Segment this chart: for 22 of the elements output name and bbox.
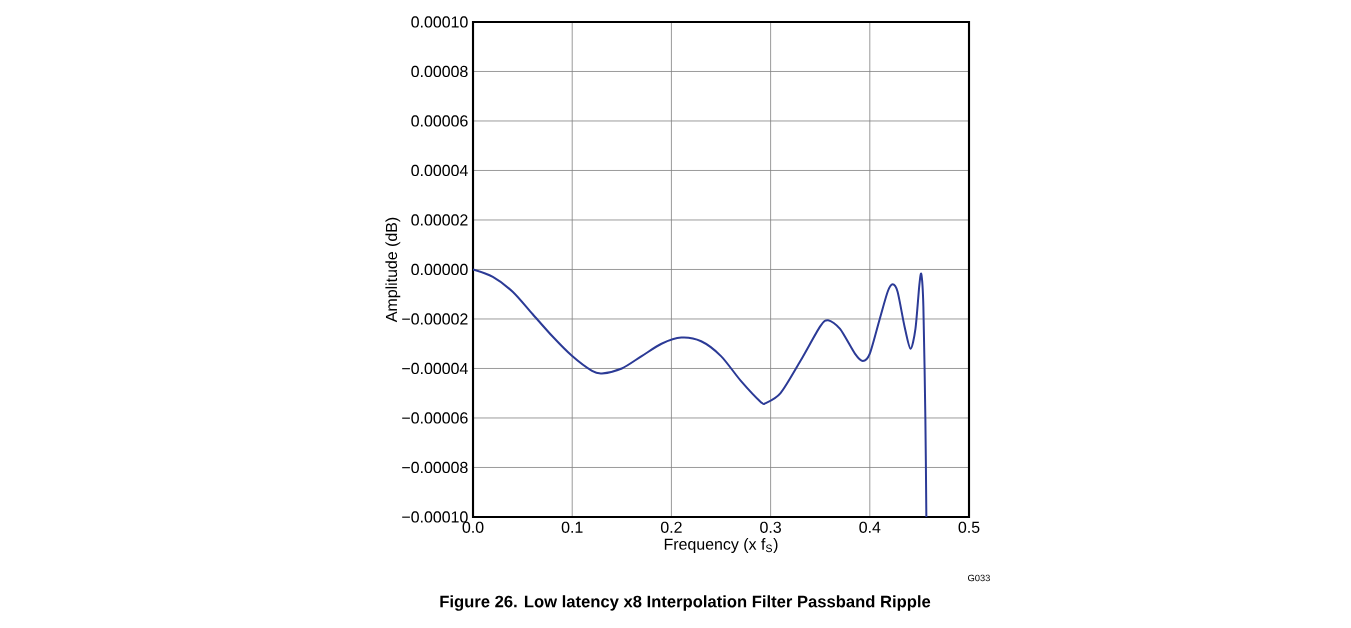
y-tick-label: −0.00010 — [402, 511, 468, 523]
y-tick-label: 0.00008 — [411, 65, 468, 78]
y-tick-label: −0.00004 — [402, 362, 468, 375]
y-tick-label: 0.00000 — [411, 263, 468, 276]
y-tick-label: 0.00002 — [411, 214, 468, 226]
text: Figure 26. Low latency x8 Interpolation Filter Passband Ripple — [440, 595, 931, 611]
y-axis-title: Amplitude (dB) — [385, 217, 401, 323]
x-tick-label: 0.4 — [859, 521, 881, 533]
y-tick-label: 0.00006 — [411, 115, 468, 127]
x-tick-label: 0.1 — [561, 521, 583, 533]
y-tick-label: −0.00006 — [402, 412, 468, 424]
y-tick-label: 0.00010 — [411, 16, 468, 28]
x-tick-label: 0.2 — [660, 521, 682, 533]
text: G033 — [968, 574, 990, 582]
x-tick-label: 0.5 — [958, 521, 980, 533]
x-tick-label: 0.3 — [760, 521, 781, 533]
y-tick-label: −0.00002 — [402, 313, 468, 325]
y-tick-label: −0.00008 — [402, 461, 468, 474]
x-tick-label: 0.0 — [462, 521, 484, 533]
x-axis-title: Frequency (x f$_{S}$) — [664, 538, 778, 553]
y-tick-label: 0.00004 — [411, 164, 468, 177]
line-series — [473, 268, 928, 517]
